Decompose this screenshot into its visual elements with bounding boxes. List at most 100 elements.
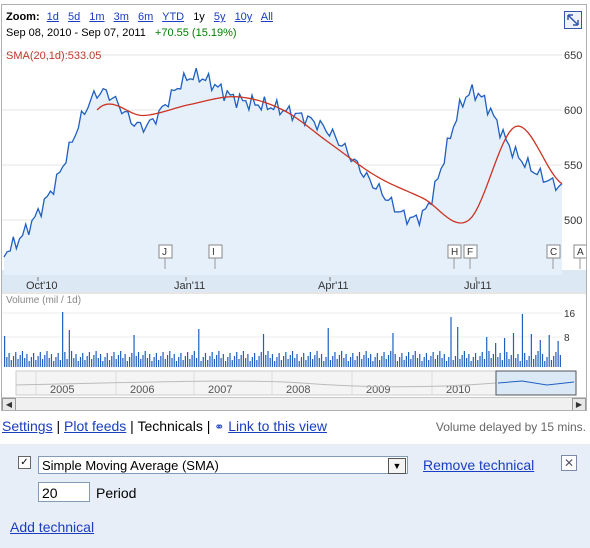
volume-bar <box>35 360 37 367</box>
volume-bar <box>79 357 82 367</box>
volume-bar <box>365 351 367 367</box>
zoom-5d[interactable]: 5d <box>67 11 81 23</box>
volume-bar <box>405 356 407 367</box>
volume-bar <box>169 351 171 367</box>
link-to-view[interactable]: Link to this view <box>228 418 328 434</box>
volume-bar <box>189 359 191 367</box>
volume-bar <box>195 358 198 367</box>
horizontal-scrollbar[interactable]: ◀ ▶ <box>2 397 586 410</box>
volume-bar <box>546 357 548 367</box>
volume-bar <box>59 360 61 367</box>
volume-bar <box>338 355 340 367</box>
volume-delay-note: Volume delayed by 15 mins. <box>435 420 586 434</box>
zoom-all[interactable]: All <box>260 11 273 23</box>
volume-bar <box>515 358 517 367</box>
volume-bar <box>37 356 39 367</box>
volume-bar <box>211 352 213 367</box>
volume-bar <box>285 352 287 367</box>
volume-bar <box>8 353 10 367</box>
news-marker-box <box>158 244 173 259</box>
volume-bar <box>327 328 329 367</box>
volume-bar <box>115 359 117 367</box>
volume-bar <box>82 353 84 367</box>
volume-bar <box>477 360 479 367</box>
volume-bar <box>75 354 77 367</box>
plot-feeds-link[interactable]: Plot feeds <box>64 418 127 434</box>
add-technical-link[interactable]: Add technical <box>10 519 95 535</box>
dropdown-arrow-icon[interactable]: ▼ <box>388 458 406 474</box>
volume-bar <box>378 360 381 367</box>
volume-bar <box>278 353 280 367</box>
price-line <box>3 67 563 258</box>
volume-bar <box>441 358 443 367</box>
scroll-left-arrow-icon[interactable]: ◀ <box>2 398 16 410</box>
zoom-3m[interactable]: 3m <box>113 11 129 23</box>
volume-bar <box>202 357 204 367</box>
zoom-1m[interactable]: 1m <box>89 11 105 23</box>
news-marker-box <box>573 244 586 259</box>
volume-bar <box>120 351 122 367</box>
volume-bar <box>15 352 17 367</box>
volume-bar <box>539 340 541 367</box>
navigator-year-label: 2006 <box>130 384 154 396</box>
close-icon[interactable]: ✕ <box>561 455 577 471</box>
scroll-right-arrow-icon[interactable]: ▶ <box>572 398 586 410</box>
volume-bar <box>370 354 372 367</box>
volume-bar <box>394 354 396 367</box>
volume-bar <box>287 359 289 367</box>
zoom-1d[interactable]: 1d <box>46 11 59 23</box>
volume-bar <box>345 354 347 367</box>
volume-bar <box>367 358 370 367</box>
volume-bar <box>544 361 546 367</box>
navigator-year-label: 2005 <box>50 384 74 396</box>
chart-container: 650 600 550 500 Oct'10 Jan'11 Apr'11 Jul'11 J I H F… <box>1 4 587 411</box>
volume-bar <box>104 357 106 367</box>
volume-bar <box>320 354 323 367</box>
volume-bar <box>332 356 334 367</box>
volume-bar <box>289 355 291 367</box>
volume-bar <box>113 352 115 367</box>
zoom-5y[interactable]: 5y <box>213 11 226 23</box>
technical-checkbox[interactable]: ✓ <box>18 456 31 469</box>
volume-bar <box>280 360 282 367</box>
volume-bar <box>204 353 207 367</box>
volume-bar <box>291 351 294 367</box>
volume-bar <box>117 355 120 367</box>
volume-bar <box>260 352 262 367</box>
volume-bar <box>207 360 209 367</box>
navigator-year-label: 2008 <box>286 384 310 396</box>
volume-bar <box>325 357 327 367</box>
volume-bar <box>128 357 131 367</box>
zoom-6m[interactable]: 6m <box>137 11 154 23</box>
volume-bar <box>303 353 305 367</box>
volume-bar <box>452 360 454 367</box>
volume-bar <box>182 360 184 367</box>
volume-bar <box>57 353 59 367</box>
volume-bar <box>459 359 461 367</box>
period-input[interactable]: 20 <box>38 482 90 502</box>
chart-canvas[interactable]: 650 600 550 500 Oct'10 Jan'11 Apr'11 Jul'11 J I H F… <box>2 5 586 397</box>
volume-bar <box>88 352 91 367</box>
volume-bar <box>166 355 169 367</box>
news-marker-label: C <box>550 247 557 258</box>
volume-bar <box>352 353 354 367</box>
zoom-10y[interactable]: 10y <box>234 11 253 23</box>
news-marker-box <box>463 244 478 259</box>
navigator-history-line <box>15 380 497 388</box>
volume-bar <box>548 335 550 367</box>
volume-bar <box>245 358 247 367</box>
volume-bar <box>461 355 463 367</box>
settings-link[interactable]: Settings <box>2 418 53 434</box>
volume-bar <box>193 351 195 367</box>
volume-bar <box>392 333 394 367</box>
technical-select[interactable]: Simple Moving Average (SMA) ▼ <box>38 456 408 474</box>
expand-icon[interactable] <box>564 11 582 29</box>
zoom-ytd[interactable]: YTD <box>162 11 185 23</box>
zoom-1y-selected: 1y <box>193 11 205 23</box>
volume-bar <box>298 361 300 367</box>
volume-bar <box>224 361 227 367</box>
volume-bar <box>439 351 441 367</box>
volume-bar <box>6 357 8 367</box>
remove-technical-link[interactable]: Remove technical <box>423 457 535 473</box>
volume-bar <box>283 356 285 367</box>
